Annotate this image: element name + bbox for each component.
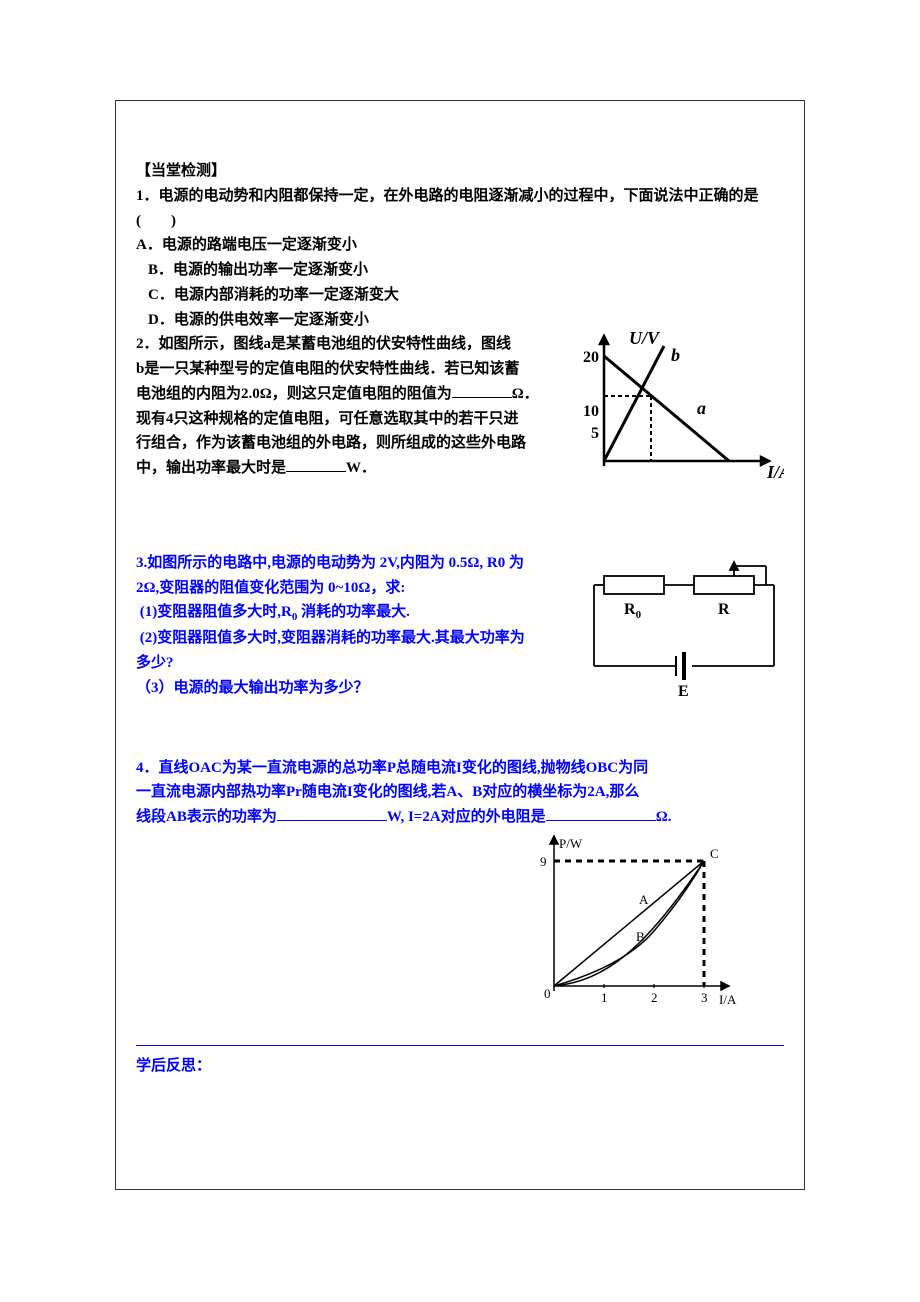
- q4-label-b: B: [636, 929, 645, 944]
- q4-blank2: [546, 806, 656, 821]
- q3-l1: 3.如图所示的电路中,电源的电动势为 2V,内阻为 0.5Ω, R0 为: [136, 551, 581, 576]
- q4-label-a: A: [639, 892, 649, 907]
- q3-s1a: (1)变阻器阻值多大时,R: [140, 604, 292, 620]
- q2-l2a: b是一只某种型号的定值电阻的伏安特性曲线．若已知该蓄: [136, 361, 519, 377]
- q2-y-label: U/V: [629, 328, 661, 348]
- q2-line1: 2．如图所示，图线a是某蓄电池组的伏安特性曲线，图线: [136, 332, 556, 357]
- q3-r-label: R: [718, 601, 730, 618]
- q2-block: 2．如图所示，图线a是某蓄电池组的伏安特性曲线，图线 b是一只某种型号的定值电阻…: [136, 332, 784, 481]
- q2-blank1: [452, 383, 512, 398]
- q3-e-label: E: [678, 683, 689, 700]
- q2-x-label: I/A: [766, 462, 784, 482]
- q2-line2: b是一只某种型号的定值电阻的伏安特性曲线．若已知该蓄: [136, 357, 556, 382]
- q4-l3a: 线段AB表示的功率为: [136, 809, 277, 825]
- q2-l5a: 中，输出功率最大时是: [136, 460, 286, 476]
- q4-tick-3: 3: [701, 990, 708, 1005]
- q4-l3c: Ω.: [656, 809, 672, 825]
- q4-label-c: C: [710, 846, 719, 861]
- q3-s1: (1)变阻器阻值多大时,R0 消耗的功率最大.: [136, 600, 581, 626]
- q3-s3: （3）电源的最大输出功率为多少？: [136, 676, 581, 701]
- q2-tick-20: 20: [583, 349, 599, 366]
- q4-x-label: I/A: [719, 992, 737, 1007]
- q3-s1b: 消耗的功率最大.: [297, 604, 410, 620]
- q2-tick-10: 10: [583, 403, 599, 420]
- divider: [136, 1045, 784, 1046]
- q4-y-label: P/W: [559, 836, 583, 851]
- q4-tick-1: 1: [601, 990, 608, 1005]
- q4-l2: 一直流电源内部热功率Pr随电流I变化的图线,若A、B对应的横坐标为2A,那么: [136, 780, 784, 805]
- q2-l2b: 电池组的内阻为2.0Ω，则这只定值电阻的阻值为: [136, 386, 452, 402]
- q2-blank2: [286, 457, 346, 472]
- q3-r0-label: R0: [624, 601, 642, 621]
- q1-option-c: C．电源内部消耗的功率一定逐渐变大: [136, 283, 784, 308]
- q3-s2b: 多少?: [136, 651, 581, 676]
- q3-circuit: R0 R E: [584, 556, 784, 706]
- q4-l1: 4．直线OAC为某一直流电源的总功率P总随电流I变化的图线,抛物线OBC为同: [136, 756, 784, 781]
- q4-l3b: W, I=2A对应的外电阻是: [387, 809, 546, 825]
- q4-tick-9: 9: [540, 854, 547, 869]
- q2-label-b: b: [671, 345, 680, 365]
- q3-s2: (2)变阻器阻值多大时,变阻器消耗的功率最大.其最大功率为: [136, 626, 581, 651]
- q1-stem: 1．电源的电动势和内阻都保持一定，在外电路的电阻逐渐减小的过程中，下面说法中正确…: [136, 184, 784, 234]
- q1-option-a: A．电源的路端电压一定逐渐变小: [136, 233, 784, 258]
- q2-l2c: Ω．: [512, 386, 539, 402]
- q4-origin: 0: [544, 986, 551, 1001]
- q2-l5b: W．: [346, 460, 376, 476]
- q4-chart-wrap: P/W I/A 9 0 1 2 3 A B C: [136, 826, 784, 1020]
- q4-tick-2: 2: [651, 990, 658, 1005]
- q1-option-b: B．电源的输出功率一定逐渐变小: [136, 258, 784, 283]
- q2-line2b: 电池组的内阻为2.0Ω，则这只定值电阻的阻值为 Ω．: [136, 382, 556, 407]
- section-header: 【当堂检测】: [136, 159, 784, 184]
- q2-chart: U/V I/A b a 20 10 5: [569, 326, 784, 486]
- q3-block: 3.如图所示的电路中,电源的电动势为 2V,内阻为 0.5Ω, R0 为 2Ω,…: [136, 551, 784, 701]
- reflection-label: 学后反思：: [136, 1054, 784, 1079]
- content-frame: 【当堂检测】 1．电源的电动势和内阻都保持一定，在外电路的电阻逐渐减小的过程中，…: [115, 100, 805, 1190]
- q3-l2: 2Ω,变阻器的阻值变化范围为 0~10Ω，求:: [136, 576, 581, 601]
- q2-tick-5: 5: [591, 425, 599, 442]
- page: 【当堂检测】 1．电源的电动势和内阻都保持一定，在外电路的电阻逐渐减小的过程中，…: [0, 0, 920, 1302]
- q2-line3: 现有4只这种规格的定值电阻，可任意选取其中的若干只进: [136, 407, 556, 432]
- q2-line4: 行组合，作为该蓄电池组的外电路，则所组成的这些外电路: [136, 431, 556, 456]
- q2-label-a: a: [697, 398, 706, 418]
- q2-line5: 中，输出功率最大时是 W．: [136, 456, 556, 481]
- q3-s2-txt: (2)变阻器阻值多大时,变阻器消耗的功率最大.其最大功率为: [140, 630, 525, 646]
- q4-blank1: [277, 806, 387, 821]
